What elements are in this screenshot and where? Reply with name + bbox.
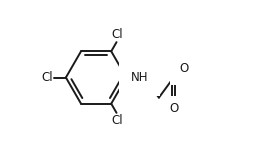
- Text: Cl: Cl: [42, 71, 53, 84]
- Text: Cl: Cl: [112, 114, 123, 127]
- Text: O: O: [179, 62, 188, 75]
- Text: NH: NH: [131, 71, 148, 84]
- Text: O: O: [169, 102, 178, 115]
- Text: Cl: Cl: [112, 28, 123, 41]
